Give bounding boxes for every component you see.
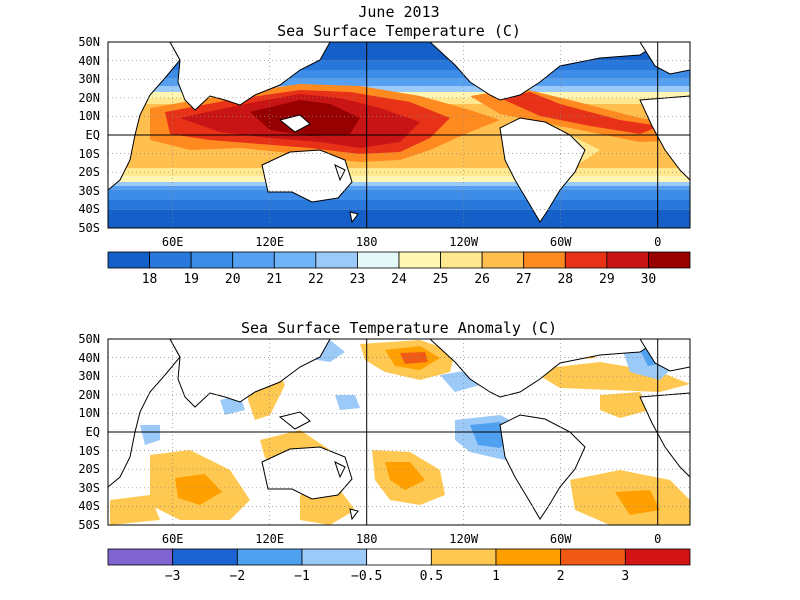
sst-colorbar-swatch <box>107 251 150 269</box>
lat-label: 40S <box>78 499 100 513</box>
lat-label: EQ <box>86 128 100 142</box>
lat-label: 10S <box>78 444 100 458</box>
sst-colorbar-swatch <box>315 251 358 269</box>
lat-label: 20S <box>78 462 100 476</box>
anomaly-lat-labels: 50N 40N 30N 20N 10N EQ 10S 20S 30S 40S 5… <box>78 332 100 532</box>
lat-label: 50S <box>78 221 100 235</box>
sst-colorbar: 18 19 20 21 22 23 24 25 26 27 28 29 30 <box>107 251 691 287</box>
anomaly-colorbar-swatch <box>430 548 497 566</box>
anomaly-colorbar-label: −1 <box>294 569 310 584</box>
lat-label: 10S <box>78 147 100 161</box>
figure-title-date: June 2013 <box>358 3 439 21</box>
sst-colorbar-swatch <box>149 251 192 269</box>
lat-label: 20N <box>78 388 100 402</box>
anomaly-colorbar-swatch <box>301 548 368 566</box>
sst-panel-title: Sea Surface Temperature (C) <box>277 22 521 40</box>
lon-label: 60E <box>162 235 184 249</box>
lat-label: 20S <box>78 165 100 179</box>
sst-colorbar-swatch <box>232 251 275 269</box>
sst-colorbar-label: 21 <box>266 272 282 287</box>
lat-label: 30S <box>78 481 100 495</box>
lon-label: 60W <box>550 532 572 546</box>
lon-label: 120E <box>255 532 284 546</box>
anomaly-colorbar-label: 3 <box>621 569 629 584</box>
sst-lat-labels: 50N 40N 30N 20N 10N EQ 10S 20S 30S 40S 5… <box>78 35 100 235</box>
lat-label: 10N <box>78 109 100 123</box>
sst-colorbar-swatch <box>523 251 566 269</box>
sst-colorbar-label: 19 <box>183 272 199 287</box>
anomaly-colorbar-swatch <box>495 548 562 566</box>
sst-colorbar-label: 26 <box>474 272 490 287</box>
lon-label: 180 <box>356 532 378 546</box>
lat-label: 50S <box>78 518 100 532</box>
lat-label: 50N <box>78 35 100 49</box>
anomaly-colorbar-swatch <box>107 548 174 566</box>
sst-map <box>108 42 690 228</box>
lon-label: 0 <box>654 235 661 249</box>
sst-colorbar-label: 27 <box>516 272 532 287</box>
sst-colorbar-swatch <box>357 251 400 269</box>
lat-label: 30N <box>78 72 100 86</box>
lon-label: 0 <box>654 532 661 546</box>
lon-label: 120E <box>255 235 284 249</box>
lat-label: 30S <box>78 184 100 198</box>
sst-colorbar-label: 18 <box>142 272 158 287</box>
sst-colorbar-swatch <box>481 251 525 269</box>
sst-colorbar-swatch <box>398 251 441 269</box>
lon-label: 60W <box>550 235 572 249</box>
lat-label: 40S <box>78 202 100 216</box>
anomaly-colorbar-swatch <box>624 548 691 566</box>
sst-colorbar-swatch <box>648 251 691 269</box>
lon-label: 120W <box>449 532 479 546</box>
sst-colorbar-label: 30 <box>641 272 657 287</box>
anomaly-colorbar-label: 0.5 <box>420 569 443 584</box>
anomaly-colorbar-label: 2 <box>557 569 565 584</box>
anomaly-colorbar-swatch <box>366 548 432 566</box>
anomaly-colorbar-swatch <box>172 548 238 566</box>
sst-colorbar-label: 28 <box>557 272 573 287</box>
anomaly-colorbar-label: 1 <box>492 569 500 584</box>
sst-colorbar-swatch <box>606 251 649 269</box>
lon-label: 120W <box>449 235 479 249</box>
sst-gridlines <box>108 42 690 228</box>
sst-colorbar-label: 29 <box>599 272 615 287</box>
lat-label: 30N <box>78 369 100 383</box>
anomaly-panel-title: Sea Surface Temperature Anomaly (C) <box>241 319 557 337</box>
anomaly-colorbar-swatch <box>236 548 303 566</box>
lat-label: EQ <box>86 425 100 439</box>
sst-colorbar-label: 23 <box>350 272 366 287</box>
sst-colorbar-swatch <box>273 251 317 269</box>
sst-colorbar-label: 22 <box>308 272 324 287</box>
lat-label: 50N <box>78 332 100 346</box>
lat-label: 40N <box>78 54 100 68</box>
anomaly-map <box>108 339 690 525</box>
sst-colorbar-swatch <box>564 251 608 269</box>
lon-label: 60E <box>162 532 184 546</box>
lat-label: 10N <box>78 406 100 420</box>
sst-colorbar-label: 25 <box>433 272 449 287</box>
anomaly-colorbar-swatch <box>560 548 626 566</box>
lat-label: 20N <box>78 91 100 105</box>
lon-label: 180 <box>356 235 378 249</box>
sst-colorbar-label: 24 <box>391 272 407 287</box>
anomaly-colorbar: −3 −2 −1 −0.5 0.5 1 2 3 <box>107 548 691 584</box>
lat-label: 40N <box>78 351 100 365</box>
anomaly-colorbar-label: −2 <box>230 569 246 584</box>
sst-colorbar-label: 20 <box>225 272 241 287</box>
sst-colorbar-swatch <box>440 251 483 269</box>
anomaly-colorbar-label: −0.5 <box>351 569 382 584</box>
anomaly-colorbar-label: −3 <box>165 569 181 584</box>
sst-colorbar-swatch <box>190 251 234 269</box>
